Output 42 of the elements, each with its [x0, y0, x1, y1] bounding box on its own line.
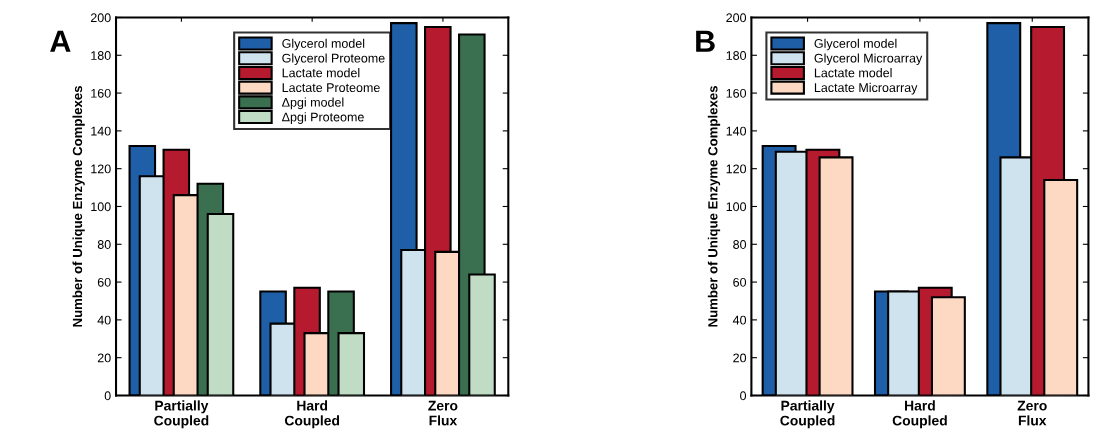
y-tick-label: 120: [726, 164, 747, 174]
y-tick-label: 200: [726, 13, 747, 23]
y-tick-label: 180: [91, 51, 111, 60]
y-tick-label: 180: [726, 51, 747, 60]
y-tick-label: 80: [733, 240, 747, 249]
legend-label: Lactate Microarray: [814, 82, 918, 95]
y-tick-label: 160: [91, 88, 111, 98]
y-tick-label: 120: [91, 164, 111, 174]
y-tick-label: 20: [97, 353, 111, 363]
legend-label: Glycerol Proteome: [282, 53, 385, 66]
legend-label: Δpgi model: [282, 97, 344, 110]
y-tick-label: 60: [97, 277, 111, 287]
text: A: [50, 30, 71, 52]
y-tick-label: 140: [726, 126, 747, 136]
x-tick-label: Partially Coupled: [154, 400, 209, 429]
x-tick-label: Zero Flux: [428, 400, 458, 426]
y-tick-label: 100: [726, 202, 747, 212]
y-tick-label: 20: [733, 353, 747, 363]
text: B: [696, 30, 715, 52]
legend-label: Glycerol Microarray: [814, 53, 923, 66]
legend-label: Lactate Proteome: [282, 83, 380, 93]
legend-label: Δpgi Proteome: [282, 112, 364, 124]
y-tick-label: 40: [97, 315, 111, 325]
y-tick-label: 100: [91, 202, 111, 212]
y-tick-label: 140: [91, 126, 111, 136]
y-axis-title: Number of Unique Enzyme Complexes: [707, 86, 721, 327]
legend-label: Lactate model: [282, 68, 360, 78]
y-tick-label: 200: [90, 13, 111, 23]
x-tick-label: Zero Flux: [1017, 400, 1047, 426]
y-axis-title: Number of Unique Enzyme Complexes: [72, 86, 85, 327]
y-tick-label: 60: [733, 277, 747, 287]
legend-label: Lactate model: [814, 68, 892, 78]
y-tick-label: 0: [104, 391, 111, 401]
y-tick-label: 0: [740, 391, 747, 401]
legend-label: Glycerol model: [814, 38, 897, 51]
x-tick-label: Partially Coupled: [780, 400, 835, 429]
x-tick-label: Hard Coupled: [892, 400, 947, 429]
y-tick-label: 80: [97, 240, 111, 249]
y-tick-label: 160: [726, 88, 747, 98]
legend-label: Glycerol model: [282, 38, 365, 51]
x-tick-label: Hard Coupled: [284, 400, 340, 429]
y-tick-label: 40: [732, 315, 747, 325]
